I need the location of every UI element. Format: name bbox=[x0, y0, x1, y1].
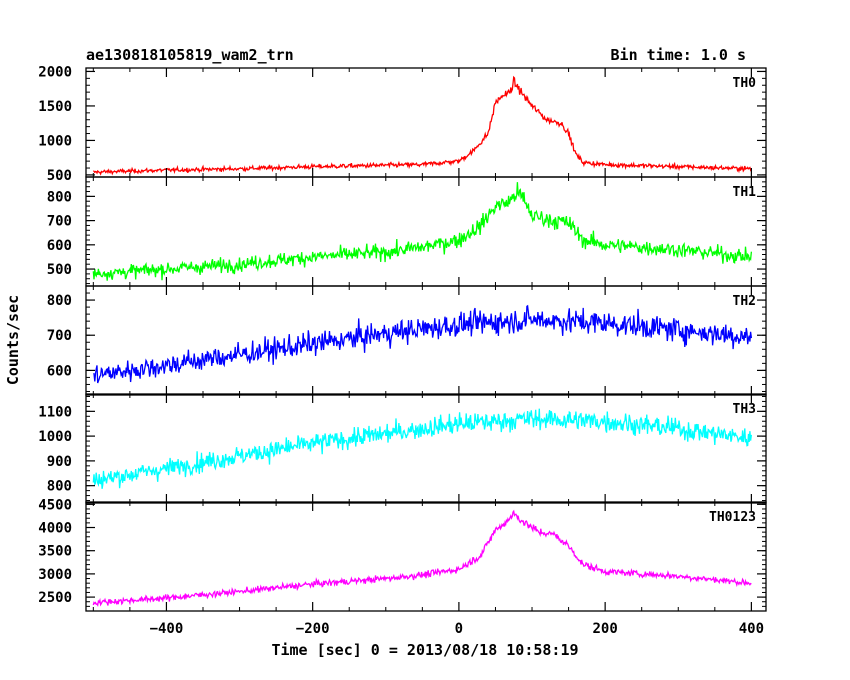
x-axis-tick-labels: −400 −200 0 200 400 bbox=[150, 621, 764, 637]
x-axis-label: Time [sec] 0 = 2013/08/18 10:58:19 bbox=[271, 641, 578, 659]
series-line-th3 bbox=[92, 408, 753, 489]
chart-title: ae130818105819_wam2_trn bbox=[86, 46, 294, 64]
y-tick-label: 700 bbox=[47, 214, 72, 230]
series-line-th0123 bbox=[92, 509, 752, 607]
x-tick-label: −200 bbox=[296, 621, 330, 637]
y-tick-label: 2000 bbox=[38, 64, 72, 80]
y-tick-label: 1100 bbox=[38, 404, 72, 420]
panel-th1: 500 600 700 800 TH1 bbox=[47, 176, 767, 287]
panel-frame bbox=[85, 285, 767, 396]
y-tick-label: 600 bbox=[47, 238, 72, 254]
panel-label-th0123: TH0123 bbox=[709, 510, 756, 525]
panel-frame bbox=[85, 393, 767, 504]
panel-label-th1: TH1 bbox=[733, 185, 757, 200]
series-line-th2 bbox=[92, 304, 753, 384]
y-tick-label: 800 bbox=[47, 479, 72, 495]
y-tick-label: 3500 bbox=[38, 544, 72, 560]
y-tick-label: 1500 bbox=[38, 99, 72, 115]
panel-th0123: 2500 3000 3500 4000 4500 TH0123 bbox=[38, 497, 767, 612]
y-tick-label: 1000 bbox=[38, 429, 72, 445]
panel-frame bbox=[85, 67, 767, 178]
y-tick-label: 800 bbox=[47, 189, 72, 205]
panel-th0: 500 1000 1500 2000 TH0 bbox=[38, 64, 767, 184]
panel-th2: 600 700 800 TH2 bbox=[47, 285, 767, 396]
x-tick-label: 400 bbox=[739, 621, 764, 637]
y-tick-label: 500 bbox=[47, 168, 72, 184]
y-tick-label: 700 bbox=[47, 328, 72, 344]
panel-th3: 800 900 1000 1100 TH3 bbox=[38, 393, 767, 504]
panels: 500 1000 1500 2000 TH0 500 600 700 800 TH1 600 700 8… bbox=[38, 64, 767, 612]
y-tick-label: 900 bbox=[47, 454, 72, 470]
x-tick-label: 200 bbox=[592, 621, 617, 637]
y-tick-label: 2500 bbox=[38, 590, 72, 606]
y-axis-label: Counts/sec bbox=[4, 295, 22, 385]
y-tick-label: 500 bbox=[47, 262, 72, 278]
series-line-th1 bbox=[92, 182, 753, 281]
bin-time-label: Bin time: 1.0 s bbox=[611, 46, 746, 64]
panel-label-th3: TH3 bbox=[733, 402, 756, 417]
y-tick-label: 4000 bbox=[38, 521, 72, 537]
y-tick-label: 1000 bbox=[38, 133, 72, 149]
series-line-th0 bbox=[92, 75, 752, 176]
y-tick-label: 4500 bbox=[38, 497, 72, 513]
y-tick-label: 3000 bbox=[38, 567, 72, 583]
y-tick-label: 600 bbox=[47, 363, 72, 379]
panel-label-th2: TH2 bbox=[733, 294, 756, 309]
panel-frame bbox=[85, 501, 767, 612]
panel-label-th0: TH0 bbox=[733, 76, 757, 91]
x-tick-label: −400 bbox=[150, 621, 184, 637]
y-tick-label: 800 bbox=[47, 293, 72, 309]
x-tick-label: 0 bbox=[455, 621, 463, 637]
